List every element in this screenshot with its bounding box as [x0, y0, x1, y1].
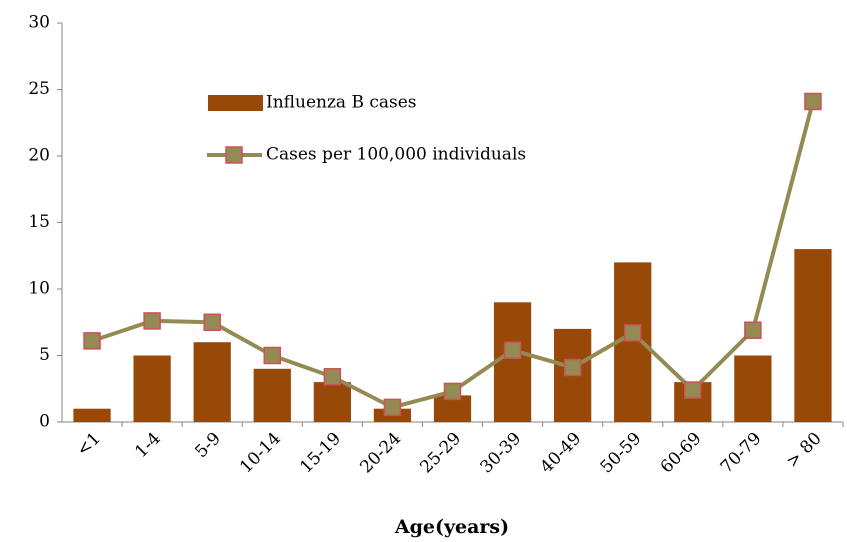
- x-tick-label: 60-69: [657, 429, 706, 478]
- line-marker: [443, 382, 462, 401]
- x-tick-label: > 80: [782, 429, 825, 472]
- legend-swatch: [208, 95, 263, 111]
- x-tick-label: 10-14: [236, 429, 285, 478]
- line-marker: [323, 368, 342, 386]
- y-tick-label: 20: [28, 146, 50, 166]
- line-marker: [503, 341, 522, 359]
- x-tick-label: 20-24: [356, 429, 405, 478]
- x-tick-label: 1-4: [131, 429, 165, 463]
- x-tick-label: <1: [73, 429, 105, 461]
- line-marker: [684, 381, 702, 399]
- x-tick-label: 15-19: [296, 429, 345, 478]
- bar: [253, 368, 291, 422]
- bar: [73, 408, 111, 422]
- line-marker: [563, 358, 582, 377]
- x-tick-label: 30-39: [476, 429, 525, 478]
- y-tick-label: 25: [28, 79, 50, 99]
- x-tick-label: 40-49: [537, 429, 586, 478]
- y-tick-label: 5: [39, 345, 50, 365]
- legend-label: Influenza B cases: [266, 93, 417, 113]
- line-marker: [263, 346, 282, 365]
- x-tick-label: 5-9: [191, 429, 225, 463]
- legend-marker: [225, 146, 243, 164]
- bar: [734, 355, 772, 422]
- line-marker: [383, 398, 402, 417]
- bar: [133, 355, 171, 422]
- y-tick-label: 15: [28, 212, 50, 232]
- line-marker: [143, 312, 161, 330]
- legend-label: Cases per 100,000 individuals: [266, 145, 526, 165]
- x-tick-label: 50-59: [597, 429, 646, 478]
- bar: [193, 342, 231, 422]
- y-tick-label: 30: [28, 13, 50, 33]
- bar: [493, 302, 532, 422]
- bar: [794, 249, 832, 422]
- y-tick-label: 0: [39, 412, 50, 432]
- bar: [313, 382, 351, 422]
- x-tick-label: 70-79: [717, 429, 766, 478]
- line-marker: [203, 313, 221, 331]
- line-marker: [744, 321, 762, 339]
- x-axis-label: Age(years): [394, 516, 509, 538]
- line-marker: [83, 332, 101, 350]
- x-tick-label: 25-29: [416, 429, 465, 478]
- line-marker: [623, 324, 642, 342]
- y-tick-label: 10: [28, 279, 50, 299]
- line-marker: [804, 92, 822, 111]
